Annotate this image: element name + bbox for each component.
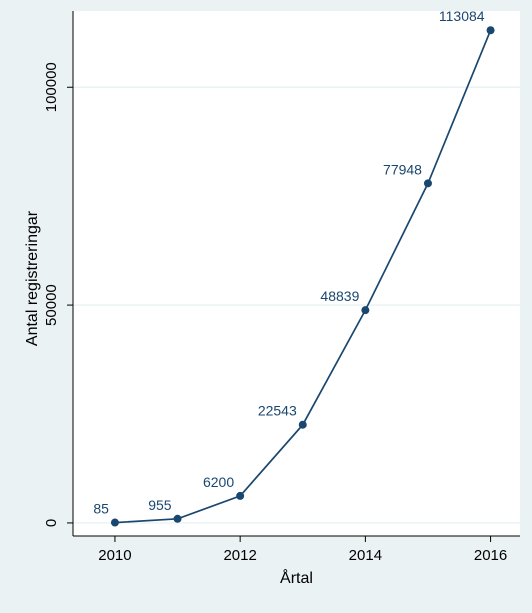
plot-area — [73, 11, 520, 536]
data-labels: 85 955 6200 22543 48839 77948 113084 — [93, 8, 484, 516]
x-axis-label: Årtal — [280, 568, 313, 587]
data-points — [110, 26, 495, 527]
data-label: 77948 — [383, 161, 422, 177]
x-tick-label: 2010 — [98, 547, 131, 564]
data-label: 955 — [148, 497, 172, 513]
data-point — [423, 179, 432, 188]
y-axis-ticks: 0 50000 100000 — [43, 62, 73, 527]
x-tick-label: 2012 — [223, 547, 256, 564]
gridlines — [73, 86, 520, 524]
x-axis-ticks: 2010 2012 2014 2016 — [98, 536, 507, 564]
data-label: 22543 — [258, 403, 297, 419]
data-point — [298, 420, 307, 429]
y-tick-label: 0 — [43, 519, 60, 527]
y-tick-label: 100000 — [43, 62, 60, 112]
data-label: 6200 — [203, 474, 234, 490]
data-point — [236, 491, 245, 500]
data-label: 85 — [93, 501, 109, 517]
x-tick-label: 2014 — [349, 547, 382, 564]
data-point — [173, 514, 182, 523]
data-label: 113084 — [439, 8, 485, 24]
y-tick-label: 50000 — [43, 284, 60, 326]
data-label: 48839 — [320, 288, 359, 304]
data-point — [110, 518, 119, 527]
data-point — [486, 26, 495, 35]
y-axis-label: Antal registreringar — [24, 210, 41, 346]
x-tick-label: 2016 — [474, 547, 507, 564]
data-point — [361, 306, 370, 315]
